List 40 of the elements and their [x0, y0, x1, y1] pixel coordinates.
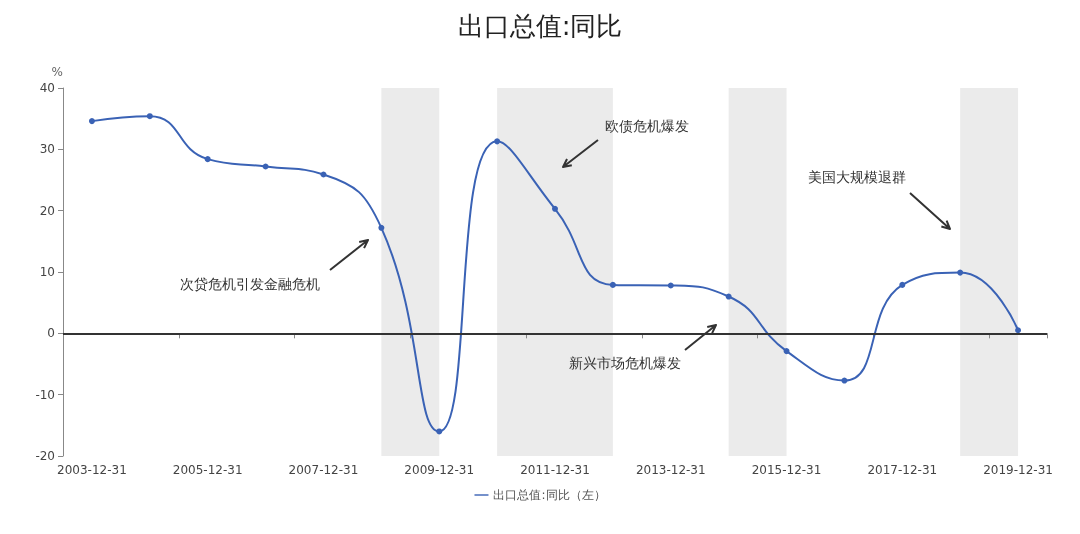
x-tick-label: 2017-12-31 — [867, 463, 938, 477]
point — [320, 171, 327, 178]
point — [552, 205, 558, 212]
point — [204, 156, 211, 163]
y-tick-label: 20 — [39, 203, 55, 218]
y-tick-label: -20 — [35, 449, 55, 463]
point — [1015, 327, 1022, 334]
x-tick-label: 2013-12-31 — [635, 463, 706, 477]
point — [88, 118, 95, 125]
y-tick-label: 0 — [47, 326, 55, 341]
point — [609, 281, 616, 288]
y-tick-label: 40 — [39, 81, 55, 95]
x-tick-label: 2019-12-31 — [983, 463, 1053, 477]
point — [725, 293, 732, 300]
annotation: 美国大规模退群 — [808, 169, 906, 185]
x-tick-label: 2015-12-31 — [751, 463, 822, 477]
point — [436, 428, 443, 435]
annotation: 新兴市场危机爆发 — [569, 355, 681, 371]
annotation: 欧债危机爆发 — [605, 118, 689, 134]
y-tick-label: 30 — [39, 142, 55, 157]
legend-label: 出口总值:同比（左） — [493, 488, 606, 502]
y-axis-title: % — [51, 65, 63, 79]
x-tick-label: 2003-12-31 — [57, 463, 127, 477]
point — [899, 281, 906, 288]
point — [494, 138, 501, 145]
point — [378, 224, 385, 231]
y-tick-label: -10 — [35, 387, 55, 402]
point — [262, 163, 269, 170]
annotation: 次贷危机引发金融危机 — [180, 276, 320, 292]
x-tick-label: 2007-12-31 — [288, 463, 359, 477]
x-tick-label: 2005-12-31 — [172, 463, 243, 477]
chart-title: 出口总值:同比 — [457, 11, 623, 41]
y-tick-label: 10 — [39, 265, 55, 279]
x-tick-label: 2011-12-31 — [520, 463, 590, 477]
x-tick-label: 2009-12-31 — [404, 463, 475, 477]
point — [667, 282, 674, 289]
point — [957, 269, 964, 276]
point — [146, 113, 153, 120]
point — [783, 348, 790, 355]
point — [841, 377, 848, 384]
